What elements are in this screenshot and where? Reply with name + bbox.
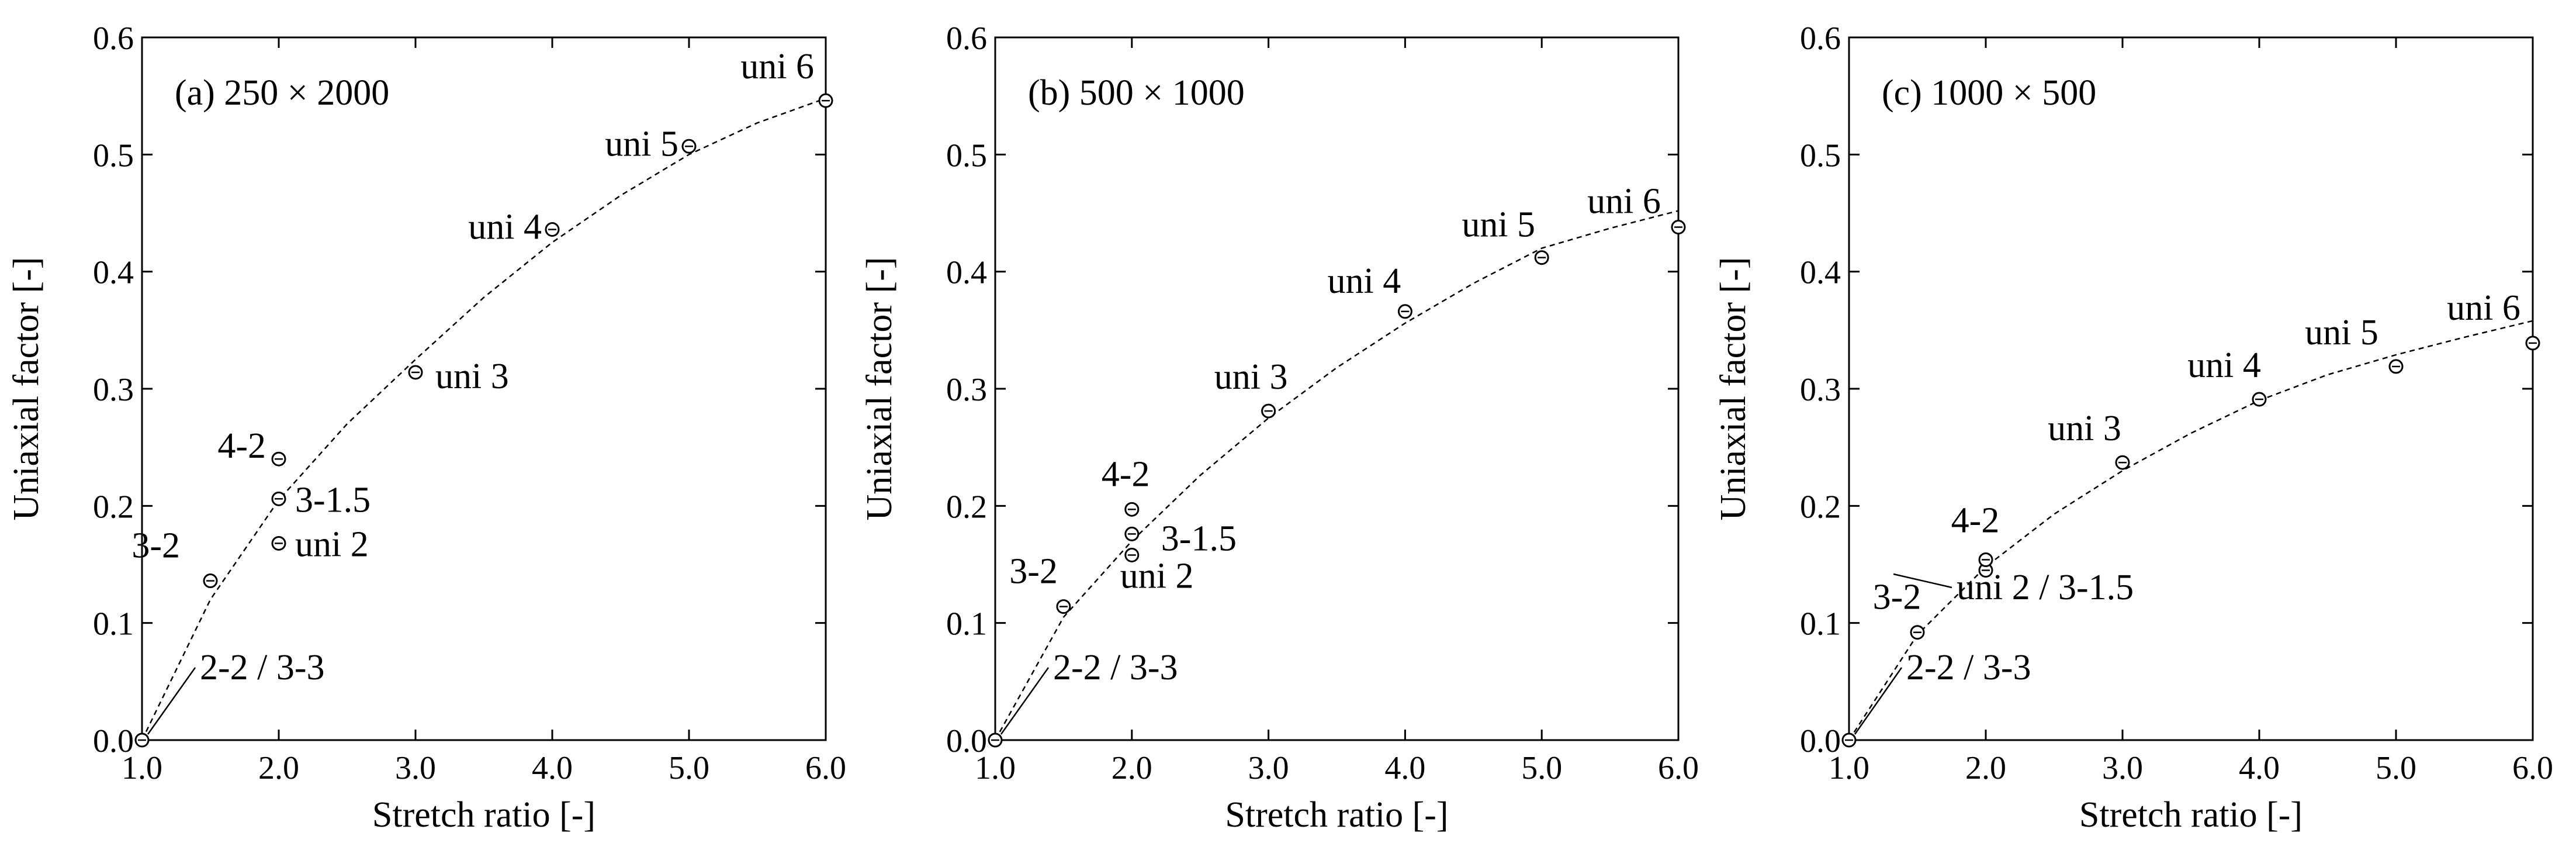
point-label: 3-2 bbox=[131, 526, 180, 566]
y-tick-label: 0.3 bbox=[1800, 372, 1841, 408]
fit-curve bbox=[1849, 320, 2533, 740]
y-tick-label: 0.2 bbox=[946, 489, 987, 525]
point-label: uni 2 bbox=[295, 524, 369, 564]
y-tick-label: 0.0 bbox=[946, 723, 987, 759]
x-tick-label: 5.0 bbox=[669, 750, 709, 786]
label-leader-line bbox=[1854, 667, 1903, 735]
point-label: uni 2 / 3-1.5 bbox=[1957, 568, 2134, 607]
x-tick-label: 1.0 bbox=[975, 750, 1016, 786]
label-leader-line bbox=[1000, 667, 1050, 735]
point-label: uni 5 bbox=[2305, 313, 2378, 353]
x-tick-label: 3.0 bbox=[2102, 750, 2143, 786]
x-tick-label: 2.0 bbox=[258, 750, 299, 786]
point-label: 3-2 bbox=[1873, 578, 1921, 617]
y-axis-label: Uniaxial factor [-] bbox=[1713, 257, 1753, 521]
y-tick-label: 0.5 bbox=[946, 137, 987, 174]
point-label: 4-2 bbox=[1102, 454, 1150, 494]
x-tick-label: 4.0 bbox=[2239, 750, 2280, 786]
y-tick-label: 0.3 bbox=[93, 372, 134, 408]
x-tick-label: 2.0 bbox=[1965, 750, 2006, 786]
point-label: 4-2 bbox=[217, 426, 266, 466]
y-axis-label: Uniaxial factor [-] bbox=[860, 257, 899, 521]
point-label: uni 4 bbox=[2187, 345, 2261, 385]
y-tick-label: 0.6 bbox=[946, 20, 987, 57]
point-label: uni 3 bbox=[435, 357, 509, 396]
x-tick-label: 4.0 bbox=[1384, 750, 1425, 786]
y-tick-label: 0.2 bbox=[93, 489, 134, 525]
point-label: 3-1.5 bbox=[1161, 519, 1237, 558]
y-tick-label: 0.3 bbox=[946, 372, 987, 408]
y-tick-label: 0.1 bbox=[1800, 606, 1841, 642]
x-tick-label: 3.0 bbox=[1248, 750, 1289, 786]
point-label: uni 4 bbox=[468, 208, 542, 247]
y-tick-label: 0.0 bbox=[93, 723, 134, 759]
point-label: 4-2 bbox=[1951, 500, 2000, 540]
y-tick-label: 0.4 bbox=[1800, 255, 1841, 291]
plot-frame-1 bbox=[994, 36, 1680, 741]
fit-curve bbox=[995, 210, 1678, 740]
point-label: uni 6 bbox=[2447, 288, 2520, 328]
label-leader-line bbox=[1893, 573, 1952, 589]
panel-title: (a) 250 × 2000 bbox=[175, 73, 389, 113]
x-tick-label: 5.0 bbox=[1521, 750, 1562, 786]
panel-title: (c) 1000 × 500 bbox=[1882, 73, 2096, 113]
y-tick-label: 0.6 bbox=[93, 20, 134, 57]
label-leader-line bbox=[147, 667, 196, 735]
y-tick-label: 0.0 bbox=[1800, 723, 1841, 759]
point-label: uni 3 bbox=[1214, 357, 1288, 397]
x-tick-label: 2.0 bbox=[1112, 750, 1152, 786]
point-label: 3-1.5 bbox=[295, 480, 371, 520]
point-label: uni 6 bbox=[740, 47, 814, 87]
point-label: uni 5 bbox=[605, 124, 678, 164]
y-tick-label: 0.5 bbox=[93, 137, 134, 174]
point-label: uni 5 bbox=[1462, 205, 1535, 245]
point-label: 2-2 / 3-3 bbox=[200, 648, 325, 687]
point-label: uni 3 bbox=[2048, 409, 2121, 448]
y-tick-label: 0.4 bbox=[93, 255, 134, 291]
point-label: 2-2 / 3-3 bbox=[1906, 648, 2031, 687]
x-tick-label: 1.0 bbox=[1829, 750, 1869, 786]
point-label: 3-2 bbox=[1009, 552, 1058, 592]
y-tick-label: 0.2 bbox=[1800, 489, 1841, 525]
y-tick-label: 0.6 bbox=[1800, 20, 1841, 57]
y-tick-label: 0.5 bbox=[1800, 137, 1841, 174]
y-axis-label: Uniaxial factor [-] bbox=[6, 257, 46, 521]
x-tick-label: 5.0 bbox=[2376, 750, 2416, 786]
fit-curve bbox=[142, 98, 826, 740]
x-tick-label: 6.0 bbox=[805, 750, 846, 786]
y-tick-label: 0.4 bbox=[946, 255, 987, 291]
x-axis-label: Stretch ratio [-] bbox=[372, 795, 595, 835]
point-label: 2-2 / 3-3 bbox=[1053, 648, 1178, 687]
point-label: uni 2 bbox=[1120, 556, 1194, 596]
x-axis-label: Stretch ratio [-] bbox=[1225, 795, 1448, 835]
point-label: uni 4 bbox=[1328, 261, 1401, 301]
x-tick-label: 6.0 bbox=[2512, 750, 2553, 786]
panel-title: (b) 500 × 1000 bbox=[1028, 73, 1245, 113]
plot-frame-2 bbox=[1848, 36, 2534, 741]
x-tick-label: 1.0 bbox=[122, 750, 162, 786]
x-tick-label: 3.0 bbox=[395, 750, 436, 786]
y-tick-label: 0.1 bbox=[946, 606, 987, 642]
x-tick-label: 6.0 bbox=[1658, 750, 1699, 786]
y-tick-label: 0.1 bbox=[93, 606, 134, 642]
x-axis-label: Stretch ratio [-] bbox=[2079, 795, 2303, 835]
point-label: uni 6 bbox=[1587, 182, 1661, 222]
x-tick-label: 4.0 bbox=[532, 750, 573, 786]
